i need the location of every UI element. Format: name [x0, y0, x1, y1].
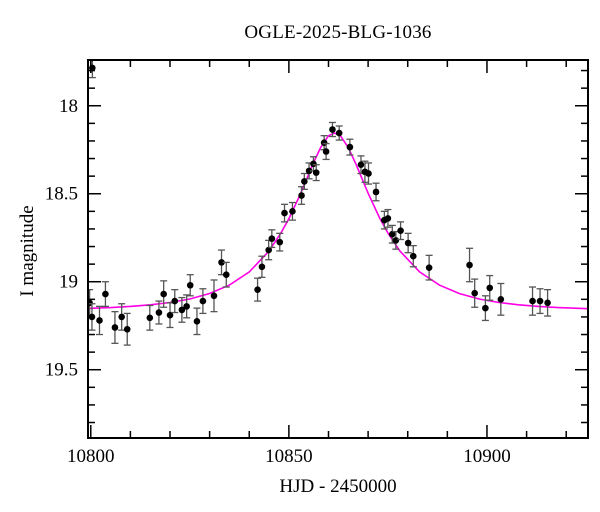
data-point	[268, 235, 276, 242]
data-point	[218, 259, 225, 266]
data-point	[258, 263, 266, 271]
data-point	[210, 292, 218, 300]
data-point	[118, 313, 125, 321]
data-point	[199, 297, 207, 305]
data-point	[254, 286, 261, 293]
data-point	[397, 227, 404, 234]
x-axis-title: HJD - 2450000	[279, 476, 397, 497]
data-point	[160, 290, 167, 298]
data-point	[301, 178, 308, 185]
data-point	[281, 209, 288, 217]
plot-data-area	[88, 60, 588, 346]
data-point	[96, 317, 103, 324]
data-point	[322, 148, 330, 155]
data-point	[329, 126, 336, 133]
plot-frame	[87, 59, 589, 439]
data-point	[178, 306, 186, 314]
data-point	[102, 290, 109, 298]
chart-title: OGLE-2025-BLG-1036	[244, 22, 432, 43]
data-point	[409, 252, 417, 260]
data-point	[183, 303, 190, 310]
data-point	[155, 309, 163, 316]
x-tick-label: 10900	[463, 446, 511, 467]
data-point	[276, 238, 284, 246]
data-point	[482, 304, 489, 312]
data-point	[346, 143, 354, 151]
data-point	[222, 271, 230, 278]
data-point	[486, 284, 494, 292]
data-point	[193, 318, 201, 325]
data-point	[529, 297, 536, 305]
y-tick-label: 18.5	[45, 184, 78, 205]
data-point	[166, 311, 174, 319]
data-point	[384, 215, 392, 222]
data-point	[335, 129, 343, 137]
data-point	[312, 169, 320, 176]
data-point	[123, 325, 131, 333]
data-point	[404, 239, 412, 247]
x-tick-label: 10850	[265, 446, 313, 467]
data-point	[544, 299, 551, 307]
x-tick-label: 10800	[67, 446, 115, 467]
data-point	[265, 246, 272, 254]
data-point	[392, 237, 400, 244]
data-point	[305, 167, 313, 175]
data-point	[310, 160, 317, 168]
data-point	[289, 208, 296, 215]
data-point	[146, 314, 154, 322]
data-point	[466, 261, 473, 269]
y-axis-title: I magnitude	[17, 205, 38, 297]
data-point	[388, 230, 396, 238]
y-tick-label: 19	[59, 272, 78, 293]
data-point	[111, 324, 119, 331]
data-point	[365, 170, 372, 177]
data-point	[425, 264, 433, 271]
data-point	[357, 161, 365, 169]
data-point	[186, 281, 194, 289]
data-point	[536, 297, 544, 305]
model-curve	[88, 132, 588, 310]
data-point	[497, 296, 505, 303]
data-point	[298, 192, 305, 199]
data-point	[171, 297, 179, 305]
y-tick-label: 19.5	[45, 360, 78, 381]
y-tick-label: 18	[59, 96, 78, 117]
data-point	[372, 188, 380, 196]
data-point	[471, 289, 478, 297]
